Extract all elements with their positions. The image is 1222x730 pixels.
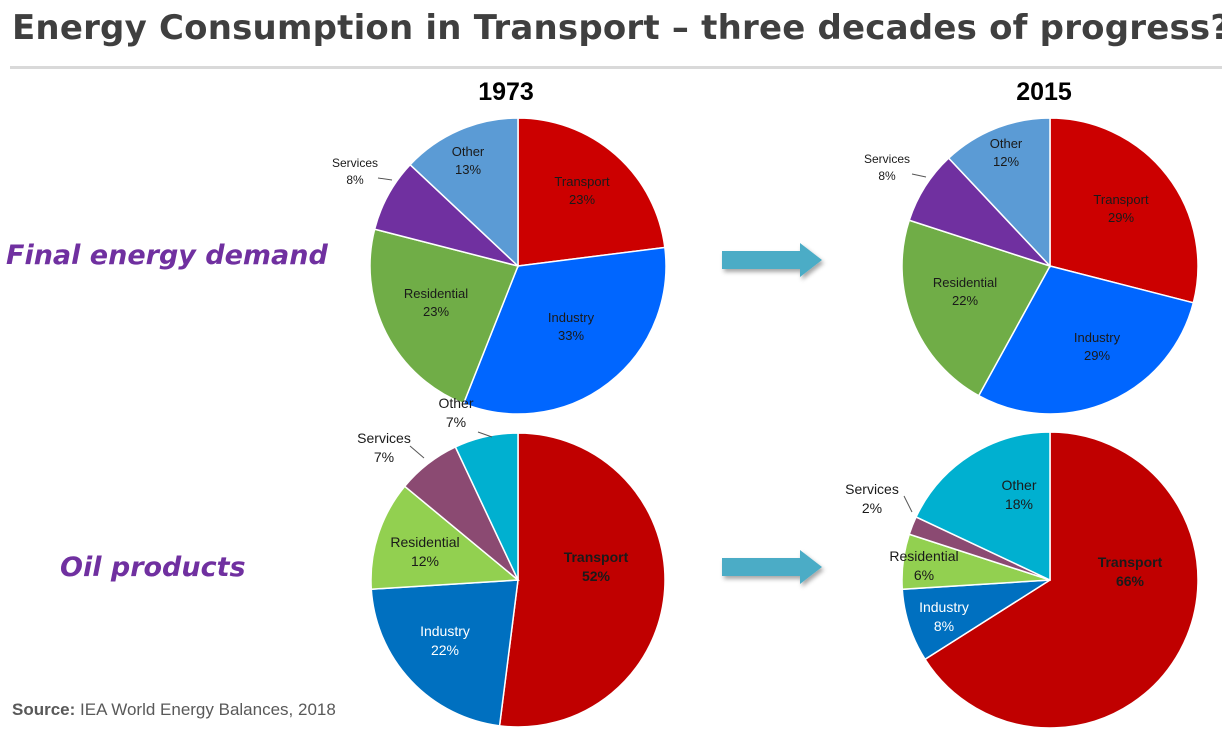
row-label-oil-products: Oil products — [60, 552, 246, 583]
pie-slice-other — [947, 117, 1051, 268]
pie-slice-residential — [901, 219, 1052, 397]
page-title: Energy Consumption in Transport – three … — [12, 8, 1222, 48]
year-label-1973: 1973 — [478, 78, 534, 106]
slice-label-residential: Residential 6% — [889, 548, 958, 583]
slice-label-residential: Residential 22% — [933, 275, 997, 308]
pie-slice-industry — [462, 246, 667, 415]
slice-label-residential: Residential 12% — [390, 534, 459, 569]
year-label-2015: 2015 — [1016, 78, 1072, 106]
slice-label-other: Other 12% — [990, 136, 1023, 169]
leader-line-services — [911, 173, 927, 178]
slice-label-other: Other 18% — [1001, 477, 1036, 512]
pie-chart-2: Transport 29% Industry 29% Residential 22% Ser… — [864, 117, 1199, 415]
slice-label-other: Other 7% — [438, 395, 473, 430]
leader-line-services — [377, 177, 393, 181]
arrow-icon-oil — [722, 550, 822, 584]
pie-slice-other — [409, 117, 519, 268]
source-note: Source: IEA World Energy Balances, 2018 — [12, 700, 336, 720]
pie-slice-industry — [370, 579, 519, 727]
row-label-final-energy-demand: Final energy demand — [6, 240, 328, 271]
slice-label-industry: Industry 8% — [919, 599, 969, 634]
slice-label-other: Other 13% — [452, 144, 485, 177]
slice-label-services: Services 8% — [864, 152, 910, 183]
slice-label-industry: Industry 29% — [1074, 330, 1121, 363]
pie-slice-transport — [1049, 117, 1199, 304]
slice-label-services: Services 2% — [845, 481, 899, 516]
title-divider — [10, 66, 1222, 69]
pie-chart-3: Transport 52% Industry 22% Residential 12% Ser… — [357, 395, 666, 728]
leader-line-other — [477, 431, 493, 438]
pie-slice-other — [454, 432, 519, 581]
slice-label-residential: Residential 23% — [404, 286, 468, 319]
pie-slice-transport — [517, 117, 666, 267]
slice-label-transport: Transport 52% — [564, 549, 629, 584]
pie-slice-transport — [498, 432, 666, 728]
slice-label-services: Services 7% — [357, 430, 411, 465]
leader-line-services — [903, 495, 913, 513]
pie-chart-4: Transport 66% Industry 8% Residential 6% Servi… — [845, 431, 1199, 729]
pie-slice-industry — [977, 265, 1195, 415]
pie-slice-residential — [370, 485, 520, 591]
slice-label-services: Services 8% — [332, 156, 378, 187]
pie-slice-other — [915, 431, 1051, 582]
source-text: IEA World Energy Balances, 2018 — [80, 700, 336, 719]
pie-chart-1: Transport 23% Industry 33% Residential 23% Ser… — [332, 117, 667, 415]
slice-label-industry: Industry 22% — [420, 623, 470, 658]
arrow-icon-final — [722, 243, 822, 277]
pie-slice-residential — [369, 228, 520, 405]
leader-line-services — [409, 445, 425, 459]
slice-label-transport: Transport 66% — [1098, 554, 1163, 589]
slice-label-transport: Transport 29% — [1093, 192, 1149, 225]
pie-slice-transport — [924, 431, 1199, 729]
slice-label-industry: Industry 33% — [548, 310, 595, 343]
slice-label-transport: Transport 23% — [554, 174, 610, 207]
source-prefix: Source: — [12, 700, 76, 719]
